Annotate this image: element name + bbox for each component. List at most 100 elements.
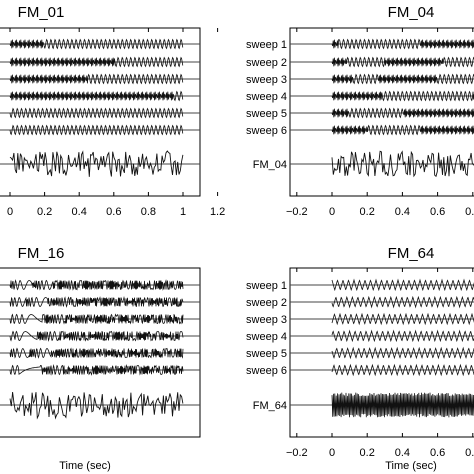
- sweep-waveform: [331, 56, 474, 68]
- sweep-trace: [0, 107, 200, 119]
- sweep-waveform: [9, 313, 184, 325]
- sweep-waveform: [9, 90, 184, 102]
- chart-panel: FM_01 0 0.2 0.4 0.6 0.8 1 1.2: [0, 4, 225, 218]
- x-axis-label: Time (sec): [59, 460, 111, 472]
- sweep-waveform: [9, 295, 184, 308]
- combined-signal-trace: [290, 392, 474, 418]
- signal-waveform: [9, 391, 184, 420]
- sweep-trace: [290, 312, 474, 326]
- chart-title: FM_16: [18, 245, 65, 262]
- x-tick-label: 0.2: [37, 206, 52, 218]
- sweep-trace: [290, 329, 474, 343]
- sweep-trace: [290, 278, 474, 292]
- row-label: sweep 4: [246, 331, 287, 343]
- x-tick-label: 0.2: [360, 206, 375, 218]
- row-label: sweep 4: [246, 91, 287, 103]
- sweep-trace: [0, 56, 200, 68]
- sweep-trace: [0, 279, 200, 291]
- sweep-trace: [0, 347, 200, 359]
- sweep-waveform: [9, 38, 184, 50]
- sweep-trace: [290, 73, 474, 85]
- sweep-trace: [290, 90, 474, 102]
- row-label: sweep 6: [246, 125, 287, 137]
- sweep-trace: [290, 363, 474, 377]
- x-tick-label: 0.2: [360, 447, 375, 459]
- x-tick-label: 0.6: [106, 206, 121, 218]
- sweep-waveform: [331, 312, 474, 326]
- chart-panel: FM_16 Time (sec): [0, 245, 201, 472]
- x-tick-label: 0.4: [395, 206, 410, 218]
- row-label: FM_04: [253, 159, 287, 171]
- sweep-waveform: [331, 90, 474, 102]
- x-tick-label: 1.2: [210, 206, 225, 218]
- x-tick-label: −0.2: [286, 206, 308, 218]
- x-tick-label: 0.8: [141, 206, 156, 218]
- sweep-trace: [0, 313, 200, 325]
- x-tick-label: 0: [329, 206, 335, 218]
- sweep-waveform: [9, 330, 184, 342]
- row-label: sweep 1: [246, 39, 287, 51]
- sweep-trace: [290, 346, 474, 360]
- combined-signal-trace: [0, 391, 200, 420]
- row-label: sweep 3: [246, 314, 287, 326]
- row-label: sweep 5: [246, 108, 287, 120]
- x-tick-label: 0: [329, 447, 335, 459]
- sweep-waveform: [9, 364, 184, 376]
- chart-title: FM_04: [388, 4, 435, 21]
- sweep-waveform: [9, 124, 184, 136]
- sweep-waveform: [9, 347, 184, 359]
- sweep-waveform: [9, 107, 184, 119]
- row-label: sweep 2: [246, 297, 287, 309]
- x-tick-label: 0.8: [465, 206, 474, 218]
- sweep-waveform: [331, 346, 474, 360]
- x-tick-label: 0: [7, 206, 13, 218]
- sweep-trace: [0, 38, 200, 50]
- sweep-trace: [0, 295, 200, 308]
- row-label: sweep 3: [246, 74, 287, 86]
- sweep-trace: [290, 56, 474, 68]
- sweep-waveform: [9, 73, 184, 85]
- x-axis-label: Time (sec): [385, 460, 437, 472]
- sweep-trace: [0, 330, 200, 342]
- sweep-waveform: [331, 278, 474, 292]
- signal-waveform: [9, 150, 184, 177]
- x-tick-label: 0.8: [465, 447, 474, 459]
- sweep-waveform: [331, 295, 474, 309]
- x-tick-label: −0.2: [286, 447, 308, 459]
- x-tick-label: 0.4: [395, 447, 410, 459]
- sweep-waveform: [331, 38, 474, 50]
- sweep-trace: [0, 364, 200, 376]
- x-tick-label: 1: [180, 206, 186, 218]
- sweep-waveform: [9, 279, 184, 291]
- sweep-trace: [290, 295, 474, 309]
- sweep-trace: [290, 107, 474, 119]
- row-label: sweep 6: [246, 365, 287, 377]
- x-tick-label: 0.6: [430, 206, 445, 218]
- axes-frame: [0, 27, 201, 197]
- x-tick-label: 0.6: [430, 447, 445, 459]
- sweep-trace: [0, 124, 200, 136]
- sweep-trace: [0, 90, 200, 102]
- sweep-waveform: [331, 124, 474, 136]
- signal-waveform: [331, 392, 474, 418]
- sweep-waveform: [331, 73, 474, 85]
- sweep-waveform: [331, 107, 474, 119]
- row-label: sweep 5: [246, 348, 287, 360]
- row-label: FM_64: [253, 400, 287, 412]
- sweep-waveform: [331, 363, 474, 377]
- sweep-trace: [0, 73, 200, 85]
- row-label: sweep 2: [246, 57, 287, 69]
- x-tick-label: 0.4: [72, 206, 87, 218]
- chart-title: FM_64: [388, 245, 435, 262]
- chart-title: FM_01: [18, 4, 65, 21]
- row-label: sweep 1: [246, 280, 287, 292]
- combined-signal-trace: [290, 150, 474, 178]
- sweep-trace: [290, 38, 474, 50]
- sweep-waveform: [331, 329, 474, 343]
- signal-waveform: [331, 150, 474, 178]
- combined-signal-trace: [0, 150, 200, 177]
- axes-frame: [289, 27, 474, 197]
